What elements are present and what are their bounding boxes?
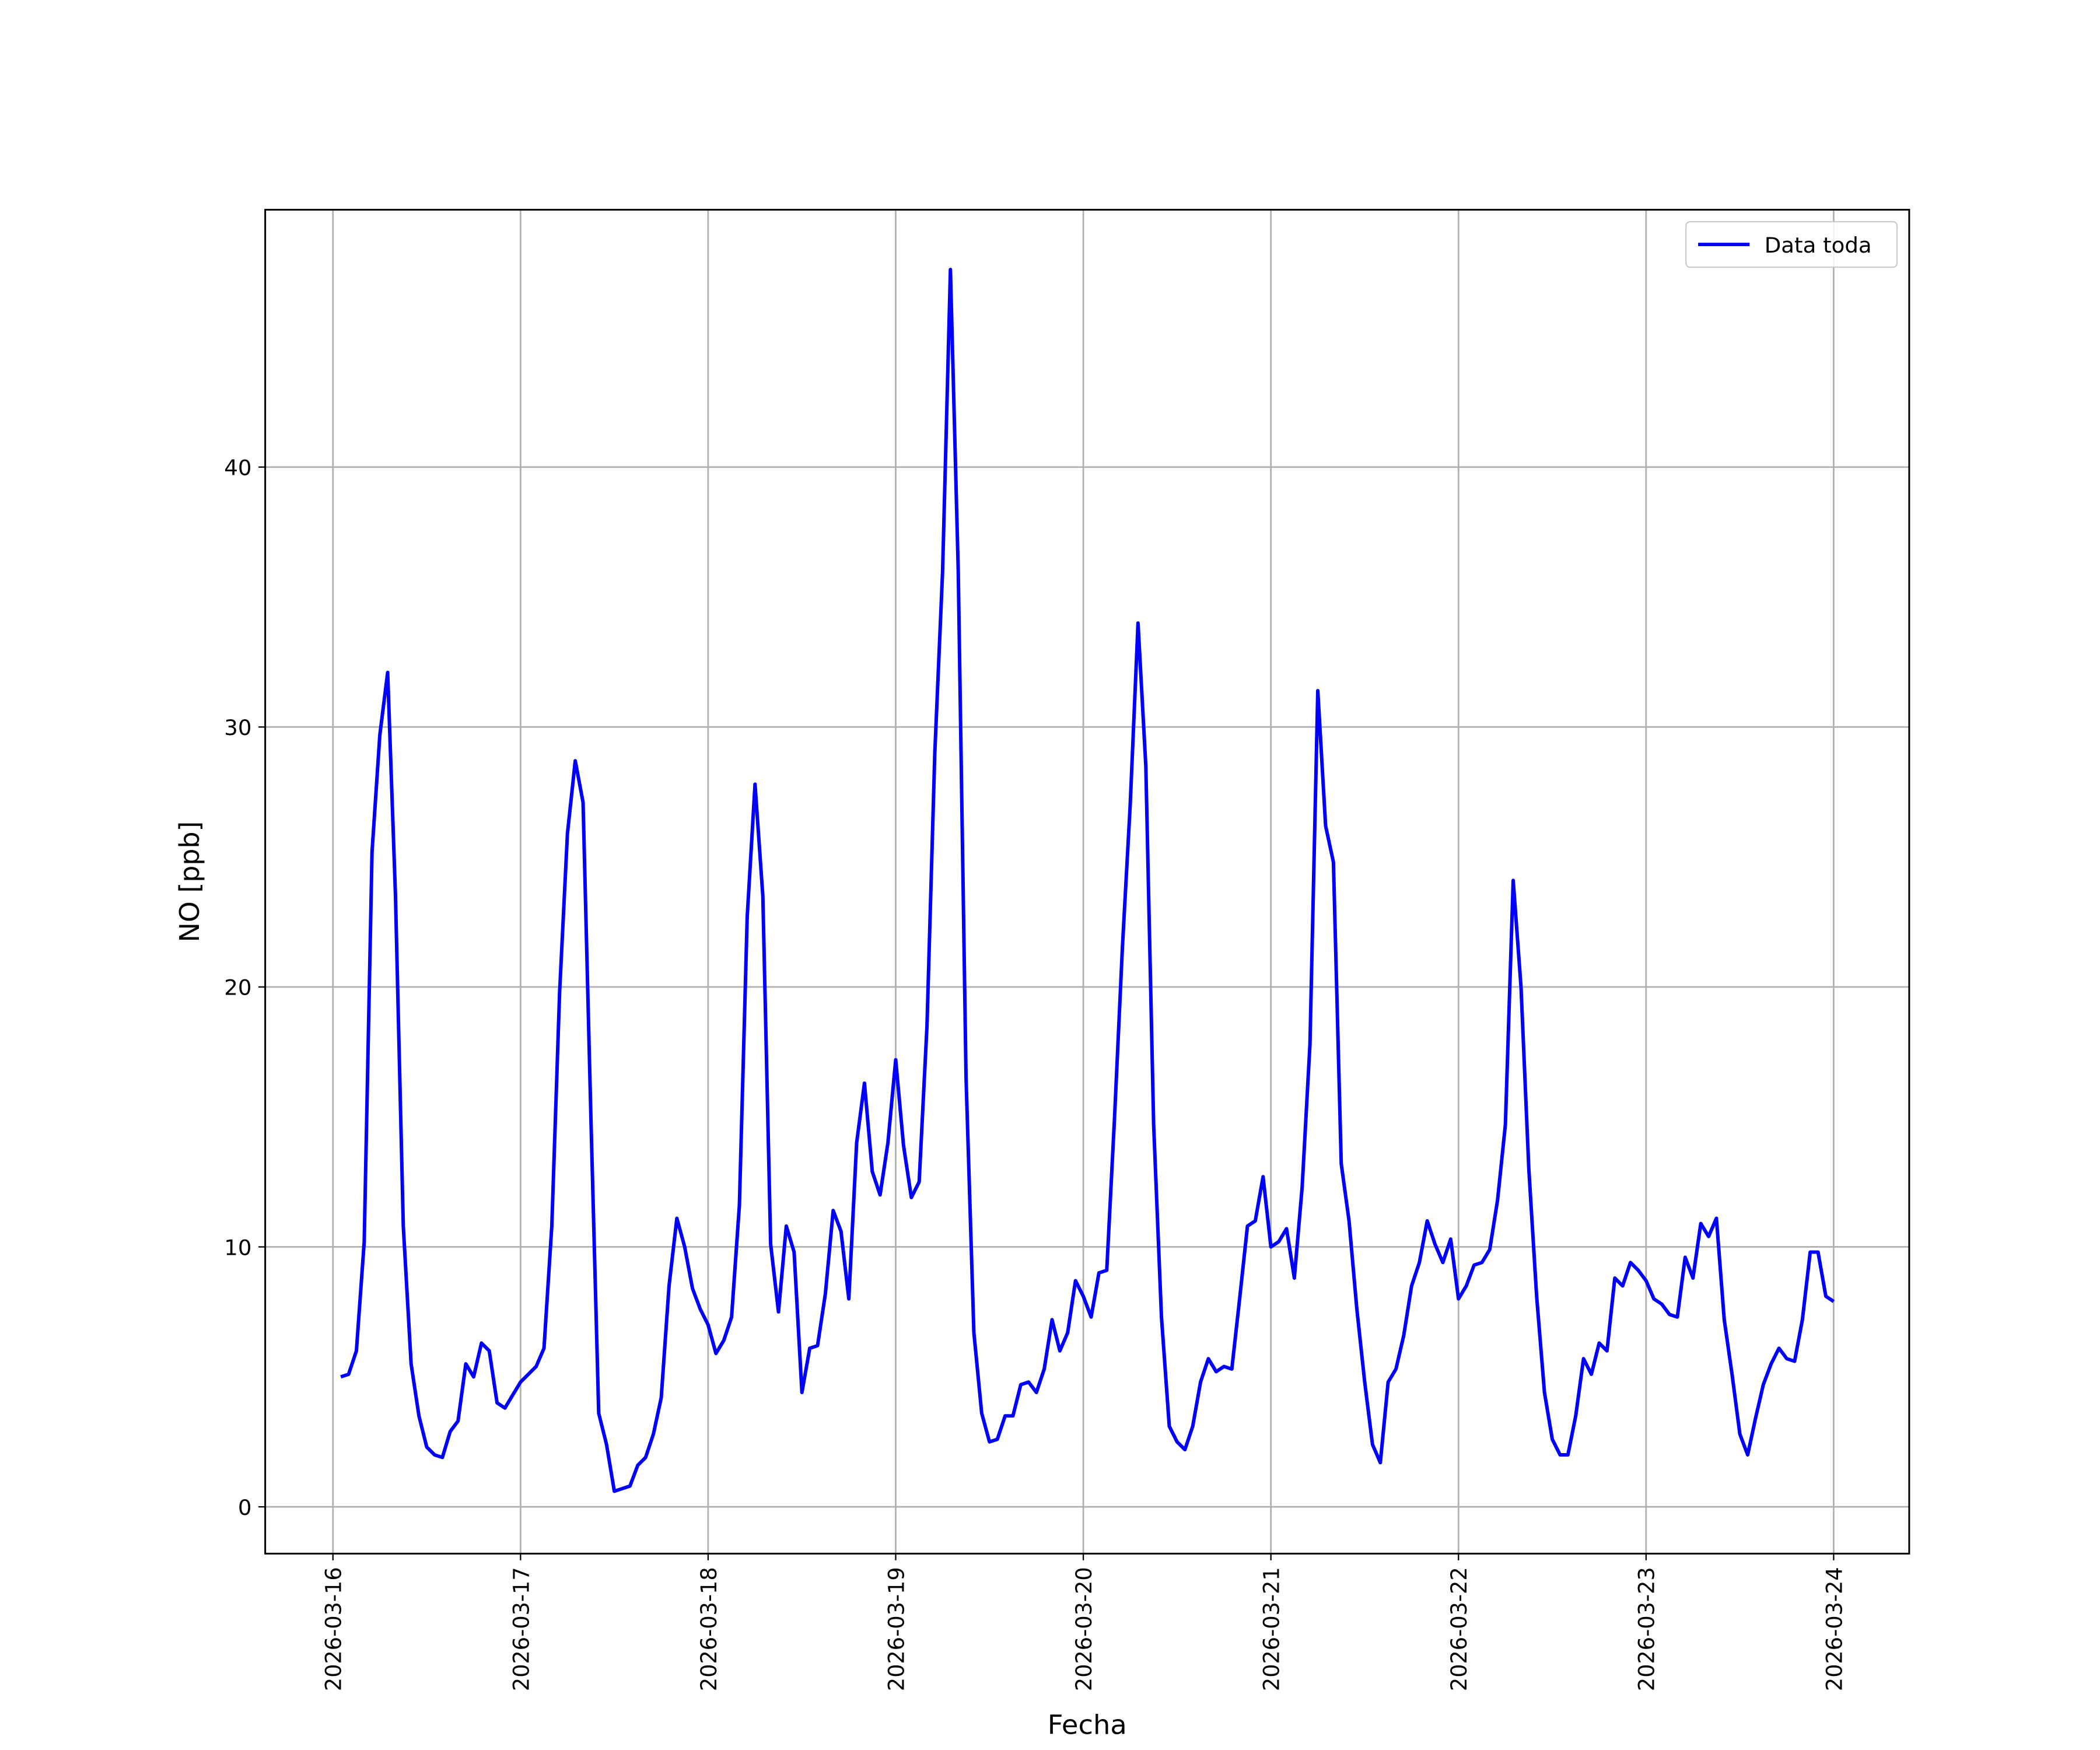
legend-box [1685,221,1898,268]
x-axis-label: Fecha [1048,1709,1127,1741]
x-tick-label: 2026-03-18 [696,1567,722,1691]
x-tick-label: 2026-03-23 [1634,1567,1660,1691]
y-tick-label: 0 [238,1495,252,1520]
y-tick-label: 30 [224,715,251,740]
data-line [340,268,1835,1493]
x-tick-label: 2026-03-21 [1259,1567,1284,1691]
y-tick-label: 40 [224,456,251,481]
x-tick-label: 2026-03-16 [321,1567,346,1691]
x-tick-label: 2026-03-24 [1822,1567,1847,1691]
y-tick-label: 20 [224,975,251,1000]
plot-frame [264,209,1910,1555]
x-tick-label: 2026-03-20 [1072,1567,1097,1691]
y-tick-label: 10 [224,1235,251,1260]
legend: Data toda [1685,221,1898,268]
legend-label: Data toda [1765,233,1872,258]
x-tick-label: 2026-03-19 [884,1567,909,1691]
x-tick-label: 2026-03-22 [1447,1567,1472,1691]
x-tick-label: 2026-03-17 [509,1567,534,1691]
y-axis-label: NO [ppb] [174,821,205,943]
